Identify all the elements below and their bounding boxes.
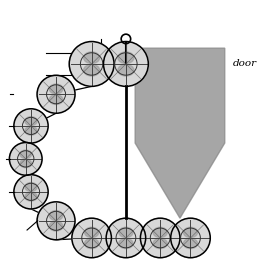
Ellipse shape (83, 52, 100, 64)
Ellipse shape (118, 52, 134, 64)
Ellipse shape (183, 238, 198, 249)
Ellipse shape (49, 211, 63, 220)
Circle shape (14, 109, 48, 143)
Circle shape (140, 218, 180, 258)
Ellipse shape (85, 238, 99, 249)
Circle shape (37, 202, 75, 240)
Ellipse shape (49, 84, 63, 94)
Ellipse shape (25, 126, 37, 135)
Ellipse shape (85, 227, 99, 237)
Ellipse shape (83, 64, 100, 76)
Ellipse shape (183, 227, 198, 237)
Ellipse shape (119, 238, 133, 249)
Ellipse shape (20, 159, 32, 168)
Ellipse shape (119, 227, 133, 237)
Circle shape (9, 143, 42, 175)
Ellipse shape (153, 227, 167, 237)
Ellipse shape (20, 150, 32, 158)
Ellipse shape (25, 117, 37, 126)
Circle shape (171, 218, 210, 258)
Ellipse shape (49, 221, 63, 231)
Text: door: door (233, 59, 257, 68)
Ellipse shape (118, 64, 134, 76)
Ellipse shape (25, 192, 37, 201)
Ellipse shape (25, 183, 37, 192)
Circle shape (104, 42, 148, 86)
Circle shape (14, 175, 48, 209)
Polygon shape (135, 48, 225, 218)
Ellipse shape (49, 95, 63, 104)
Circle shape (72, 218, 111, 258)
Circle shape (69, 42, 114, 86)
Circle shape (37, 75, 75, 113)
Ellipse shape (153, 238, 167, 249)
Circle shape (106, 218, 146, 258)
